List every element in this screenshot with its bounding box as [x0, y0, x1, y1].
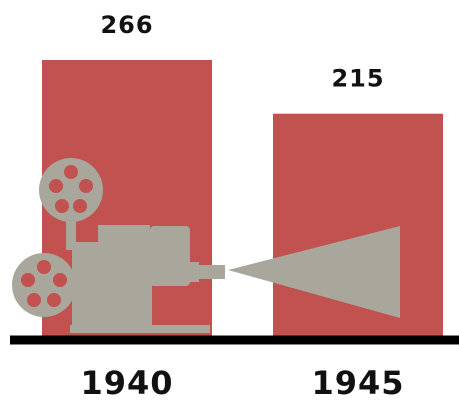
- x-tick-label: 1940: [80, 364, 173, 402]
- projector-illustration: [12, 158, 400, 333]
- x-tick-label: 1945: [311, 364, 404, 402]
- value-label: 266: [100, 11, 153, 39]
- value-label: 215: [331, 65, 384, 93]
